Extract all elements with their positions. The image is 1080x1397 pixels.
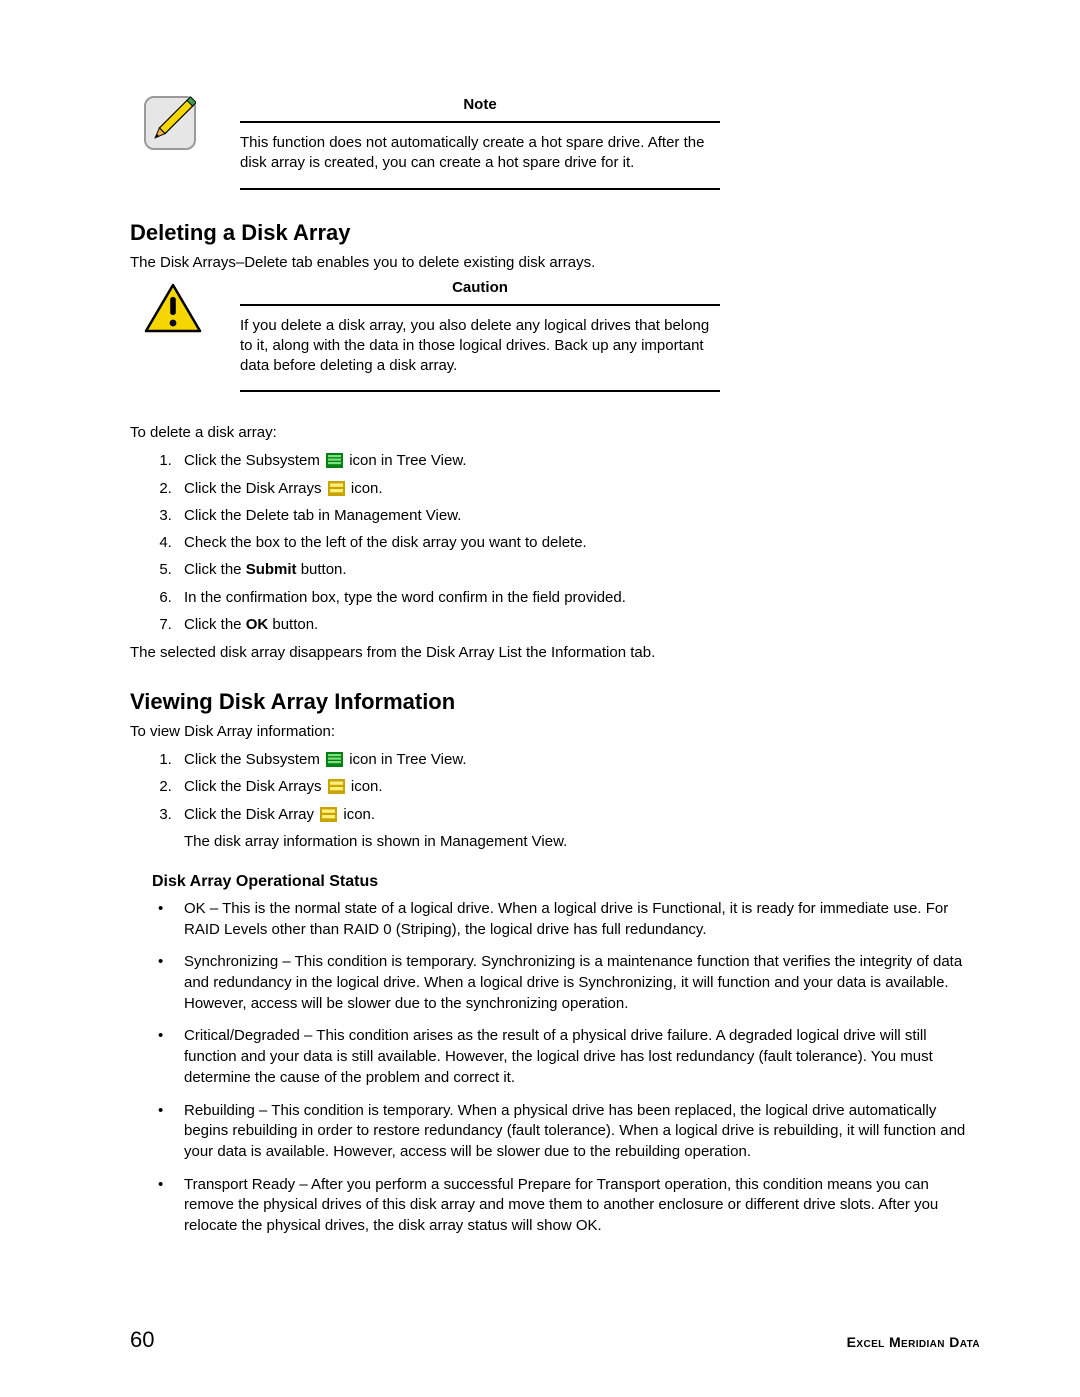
note-body: Note This function does not automaticall… [240,96,720,190]
step-item: In the confirmation box, type the word c… [176,586,980,609]
note-rule-top [240,121,720,123]
page-number: 60 [130,1327,154,1353]
step-item: Click the Disk Array icon.The disk array… [176,803,980,854]
delete-intro: The Disk Arrays–Delete tab enables you t… [130,252,980,273]
note-icon [144,96,202,190]
step-item: Click the OK button. [176,613,980,636]
step-item: Click the Disk Arrays icon. [176,775,980,798]
subsystem-icon [326,752,343,767]
note-title: Note [240,96,720,113]
caution-rule-top [240,304,720,306]
step-item: Click the Submit button. [176,558,980,581]
diskarrays-icon [328,481,345,496]
status-item: Critical/Degraded – This condition arise… [154,1026,980,1088]
delete-steps-list: Click the Subsystem icon in Tree View. Cl… [152,449,980,636]
status-item: Synchronizing – This condition is tempor… [154,952,980,1014]
status-list: OK – This is the normal state of a logic… [154,899,980,1237]
status-item: Rebuilding – This condition is temporary… [154,1101,980,1163]
heading-deleting: Deleting a Disk Array [130,220,980,246]
caution-callout: Caution If you delete a disk array, you … [144,279,980,393]
caution-text: If you delete a disk array, you also del… [240,316,720,377]
status-item: Transport Ready – After you perform a su… [154,1175,980,1237]
step-item: Click the Subsystem icon in Tree View. [176,449,980,472]
caution-icon [144,279,202,393]
step-item: Click the Delete tab in Management View. [176,504,980,527]
heading-op-status: Disk Array Operational Status [152,873,980,891]
page: Note This function does not automaticall… [0,0,1080,1397]
subsystem-icon [326,453,343,468]
delete-steps-intro: To delete a disk array: [130,422,980,443]
footer: 60 Excel Meridian Data [130,1327,980,1353]
diskarrays-icon [328,779,345,794]
view-steps-intro: To view Disk Array information: [130,721,980,742]
caution-body: Caution If you delete a disk array, you … [240,279,720,393]
diskarrays-icon [320,807,337,822]
note-text: This function does not automatically cre… [240,133,720,174]
status-item: OK – This is the normal state of a logic… [154,899,980,940]
caution-rule-bottom [240,390,720,392]
caution-title: Caution [240,279,720,296]
footer-title: Excel Meridian Data [847,1334,980,1350]
step-item: Click the Subsystem icon in Tree View. [176,748,980,771]
delete-after: The selected disk array disappears from … [130,642,980,663]
step-item: Click the Disk Arrays icon. [176,477,980,500]
step-item: Check the box to the left of the disk ar… [176,531,980,554]
note-rule-bottom [240,188,720,190]
note-callout: Note This function does not automaticall… [144,96,980,190]
heading-viewing: Viewing Disk Array Information [130,689,980,715]
view-steps-list: Click the Subsystem icon in Tree View. Cl… [152,748,980,853]
